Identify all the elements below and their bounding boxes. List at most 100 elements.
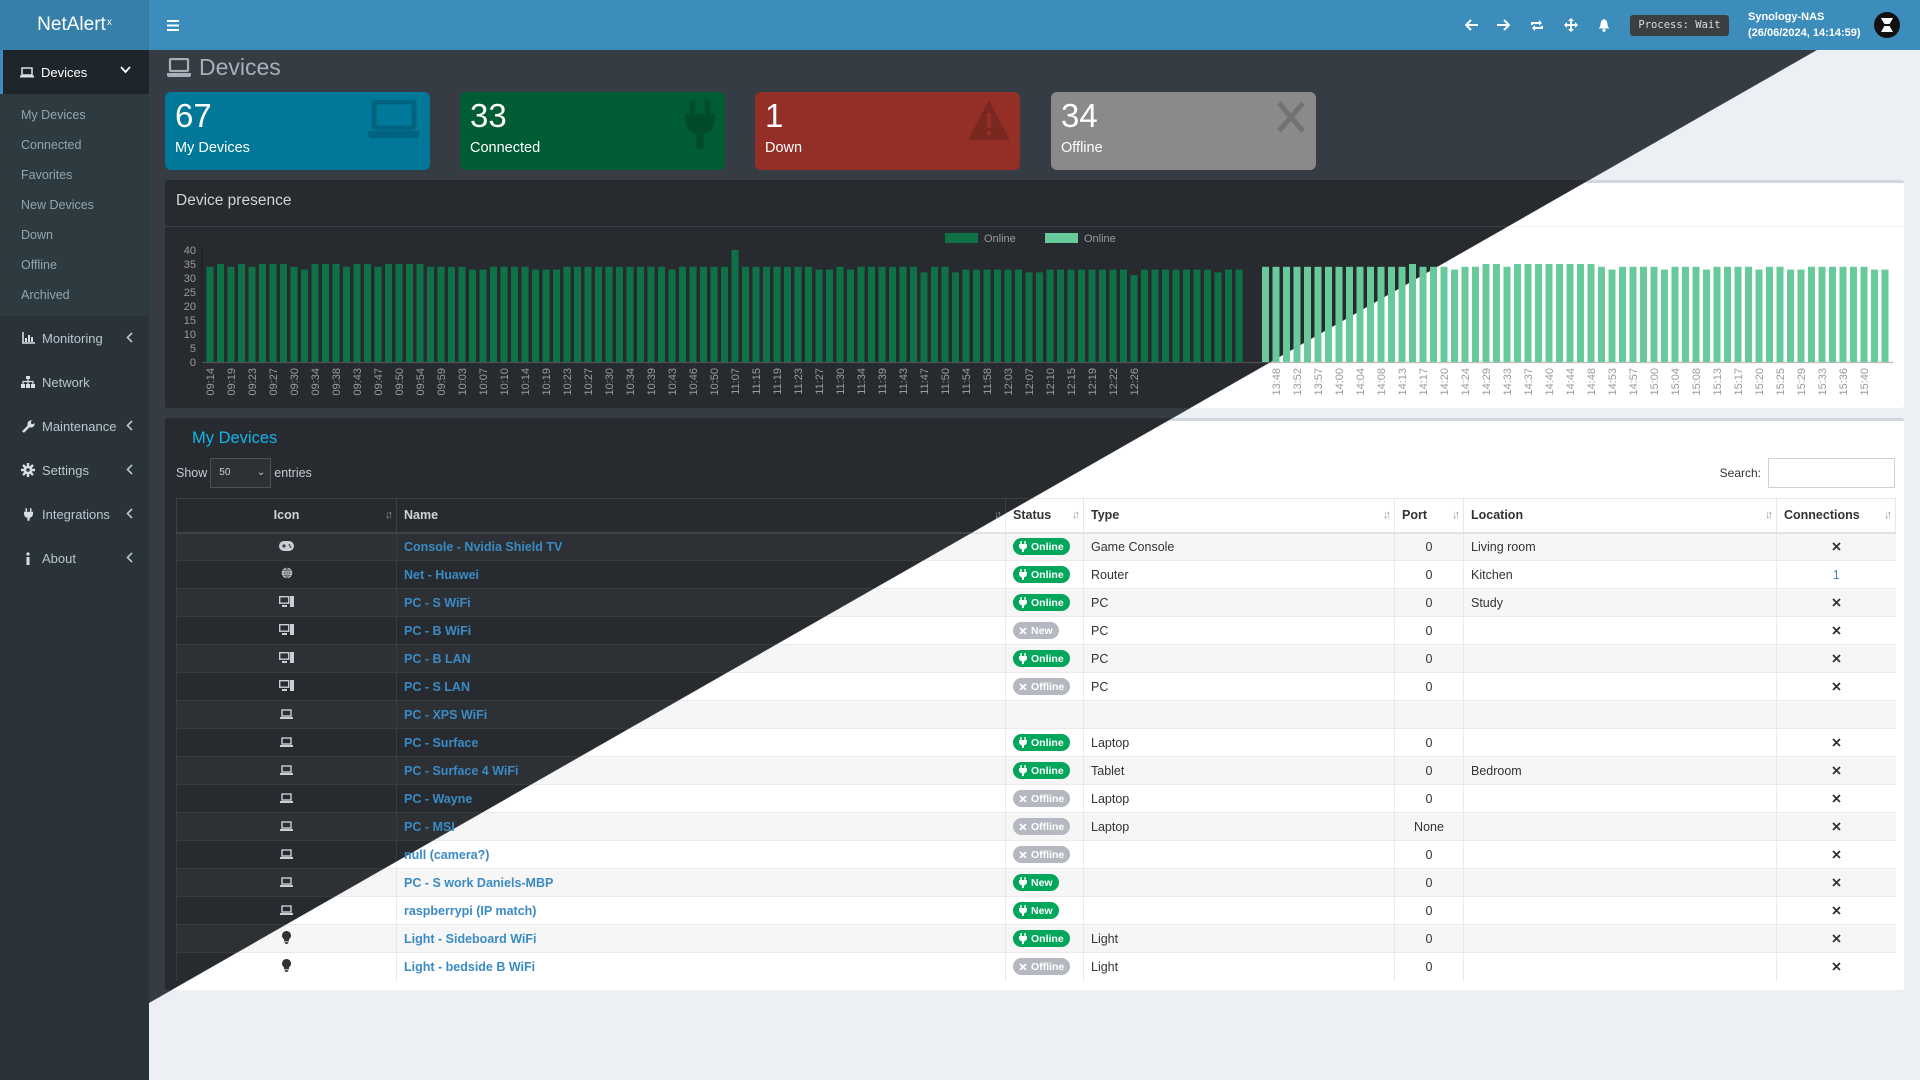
column-header-status[interactable]: Status ↓↑ (1005, 498, 1084, 534)
bar (1608, 269, 1616, 362)
bar (973, 269, 980, 362)
device-name-link[interactable]: PC - S WiFi (396, 588, 1006, 617)
sidebar-item-about[interactable]: About (0, 536, 149, 580)
forward-arrow-icon[interactable] (1495, 17, 1511, 33)
desktop-icon (279, 595, 294, 610)
column-header-location[interactable]: Location ↓↑ (1463, 498, 1777, 534)
search-input[interactable] (1768, 458, 1895, 488)
bar (1724, 266, 1731, 362)
sidebar-item-offline[interactable]: Offline (21, 258, 57, 272)
sidebar-item-archived[interactable]: Archived (21, 288, 70, 302)
sidebar-item-settings[interactable]: Settings (0, 448, 149, 492)
bar (857, 266, 865, 362)
bar (553, 269, 560, 362)
sort-icon[interactable]: ↓↑ (1072, 509, 1080, 521)
user-avatar[interactable] (1874, 12, 1900, 38)
sidebar-item-my-devices[interactable]: My Devices (21, 108, 86, 122)
device-port: 0 (1394, 924, 1464, 953)
column-header-icon[interactable]: Icon ↓↑ (176, 498, 397, 534)
table-row[interactable]: PC - B LAN Online PC 0 (176, 644, 1896, 673)
column-header-label: Status (1013, 508, 1052, 523)
sidebar-item-maintenance[interactable]: Maintenance (0, 404, 149, 448)
bar (1703, 269, 1710, 362)
sort-icon[interactable]: ↓↑ (1765, 509, 1773, 521)
page-size-select[interactable]: 50 ⌄ (210, 458, 272, 488)
table-row[interactable]: PC - S work Daniels-MBP New 0 (176, 868, 1896, 897)
summary-box-my-devices[interactable]: 67 My Devices (165, 92, 430, 170)
sort-icon[interactable]: ↓↑ (994, 509, 1002, 521)
connections-link[interactable]: 1 (1832, 567, 1840, 582)
move-arrows-icon[interactable] (1563, 17, 1579, 33)
hamburger-menu-icon[interactable] (165, 17, 181, 33)
bar (647, 266, 655, 362)
table-row[interactable]: PC - S WiFi Online PC 0 Study (176, 588, 1896, 617)
column-header-port[interactable]: Port ↓↑ (1394, 498, 1464, 534)
device-name-link[interactable]: PC - S work Daniels-MBP (396, 868, 1006, 897)
x-tick-label: 09:54 (415, 368, 427, 396)
table-row[interactable]: PC - MSI Offline Laptop None (176, 812, 1896, 841)
table-row[interactable]: PC - Surface 4 WiFi Online Tablet 0 Bedroom (176, 756, 1896, 785)
status-badge: Online (1013, 566, 1070, 583)
table-row[interactable]: raspberrypi (IP match) New 0 (176, 896, 1896, 925)
device-name-link[interactable]: PC - MSI (396, 812, 1006, 841)
plug-icon (1019, 569, 1029, 580)
device-name-link[interactable]: Console - Nvidia Shield TV (396, 532, 1006, 561)
sidebar-item-new-devices[interactable]: New Devices (21, 198, 94, 212)
bar (1120, 269, 1127, 362)
table-row[interactable]: null (camera?) Offline 0 (176, 840, 1896, 869)
device-name-link[interactable]: PC - S LAN (396, 672, 1006, 701)
device-name-link[interactable]: PC - XPS WiFi (396, 700, 1006, 729)
table-row[interactable]: PC - Surface Online Laptop 0 (176, 728, 1896, 757)
wrench-icon (21, 419, 35, 433)
logo[interactable]: NetAlert x (0, 0, 149, 50)
device-name-link[interactable]: null (camera?) (396, 840, 1006, 869)
table-row[interactable]: PC - XPS WiFi (176, 700, 1896, 729)
sidebar-item-connected[interactable]: Connected (21, 138, 82, 152)
device-name-link[interactable]: Light - bedside B WiFi (396, 952, 1006, 981)
column-header-connections[interactable]: Connections ↓↑ (1776, 498, 1896, 534)
summary-box-down[interactable]: 1 Down (755, 92, 1020, 170)
device-name-link[interactable]: PC - Surface (396, 728, 1006, 757)
sidebar-item-down[interactable]: Down (21, 228, 53, 242)
table-row[interactable]: Console - Nvidia Shield TV Online Game Con… (176, 532, 1896, 561)
bar (374, 266, 382, 362)
device-name-link[interactable]: Net - Huawei (396, 560, 1006, 589)
sort-icon[interactable]: ↓↑ (385, 509, 393, 521)
x-tick-label: 15:36 (1838, 368, 1850, 396)
column-header-name[interactable]: Name ↓↑ (396, 498, 1006, 534)
device-name-link[interactable]: raspberrypi (IP match) (396, 896, 1006, 925)
bar (1493, 264, 1500, 362)
device-name-link[interactable]: PC - B WiFi (396, 616, 1006, 645)
bar (1650, 266, 1658, 362)
bell-icon[interactable] (1596, 17, 1612, 33)
bar (1409, 264, 1416, 362)
bar (994, 269, 1001, 362)
status-badge: Offline (1013, 958, 1071, 976)
bar (1682, 266, 1689, 362)
column-header-type[interactable]: Type ↓↑ (1083, 498, 1395, 534)
sidebar-item-monitoring[interactable]: Monitoring (0, 316, 149, 360)
table-row[interactable]: Net - Huawei Online Router 0 Kitchen 1 (176, 560, 1896, 589)
table-row[interactable]: PC - B WiFi New PC 0 (176, 616, 1896, 645)
table-row[interactable]: Light - Sideboard WiFi Online Light 0 (176, 924, 1896, 953)
device-name-link[interactable]: Light - Sideboard WiFi (396, 924, 1006, 953)
close-icon (1832, 542, 1841, 551)
sidebar-item-integrations[interactable]: Integrations (0, 492, 149, 536)
entries-label: entries (274, 466, 312, 480)
device-name-link[interactable]: PC - Wayne (396, 784, 1006, 813)
sort-icon[interactable]: ↓↑ (1383, 509, 1391, 521)
table-row[interactable]: PC - S LAN Offline PC 0 (176, 672, 1896, 701)
table-row[interactable]: Light - bedside B WiFi Offline Light 0 (176, 952, 1896, 981)
device-name-link[interactable]: PC - B LAN (396, 644, 1006, 673)
sidebar-item-devices[interactable]: Devices (0, 50, 149, 94)
sidebar-item-favorites[interactable]: Favorites (21, 168, 73, 182)
device-name-link[interactable]: PC - Surface 4 WiFi (396, 756, 1006, 785)
summary-box-offline[interactable]: 34 Offline (1051, 92, 1316, 170)
sidebar-item-network[interactable]: Network (0, 360, 149, 404)
back-arrow-icon[interactable] (1464, 17, 1480, 33)
sort-icon[interactable]: ↓↑ (1452, 509, 1460, 521)
table-row[interactable]: PC - Wayne Offline Laptop 0 (176, 784, 1896, 813)
sort-icon[interactable]: ↓↑ (1884, 509, 1892, 521)
refresh-icon[interactable] (1529, 17, 1545, 33)
summary-box-connected[interactable]: 33 Connected (460, 92, 725, 170)
